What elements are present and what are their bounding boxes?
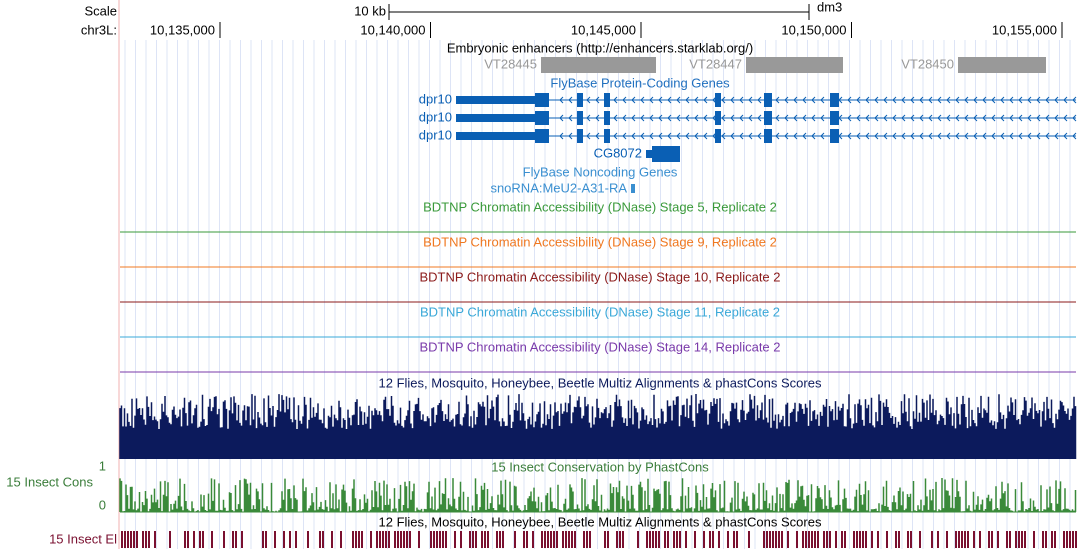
- scale-text: 10 kb: [354, 3, 386, 18]
- track-title: BDTNP Chromatin Accessibility (DNase) St…: [423, 199, 777, 214]
- exon: [715, 93, 721, 107]
- track-title: Embryonic enhancers (http://enhancers.st…: [447, 40, 753, 55]
- exon: [535, 93, 549, 107]
- track-title: BDTNP Chromatin Accessibility (DNase) St…: [419, 339, 780, 354]
- track-title: 12 Flies, Mosquito, Honeybee, Beetle Mul…: [379, 375, 822, 390]
- gene-label: dpr10: [419, 91, 452, 106]
- conserved-elements: [121, 531, 1077, 548]
- gene-label: CG8072: [594, 145, 642, 160]
- strand-arrows: [559, 132, 1077, 140]
- exon: [715, 111, 721, 125]
- enhancer: [746, 57, 843, 73]
- strand-arrows: [559, 96, 1077, 104]
- exon: [830, 111, 839, 125]
- utr: [456, 132, 536, 140]
- ruler-label: 10,145,000: [571, 22, 636, 37]
- ruler-label: 10,155,000: [992, 22, 1057, 37]
- track-title: FlyBase Noncoding Genes: [523, 164, 678, 179]
- exon: [604, 93, 610, 107]
- exon: [764, 111, 772, 125]
- enhancer: [541, 57, 656, 73]
- enhancer-label: VT28445: [484, 56, 537, 71]
- exon: [652, 146, 680, 162]
- exon: [830, 129, 839, 143]
- exon: [764, 129, 772, 143]
- axis-label: 0: [99, 497, 106, 512]
- exon: [604, 111, 610, 125]
- ruler-label: 10,140,000: [360, 22, 425, 37]
- enhancer-label: VT28450: [901, 56, 954, 71]
- utr: [456, 96, 536, 104]
- gene-label: dpr10: [419, 127, 452, 142]
- ruler-label: 10,135,000: [150, 22, 215, 37]
- exon: [604, 129, 610, 143]
- track-title: BDTNP Chromatin Accessibility (DNase) St…: [423, 234, 777, 249]
- enhancer: [958, 57, 1046, 73]
- exon: [577, 129, 583, 143]
- enhancer-label: VT28447: [689, 56, 742, 71]
- scale-label: Scale: [84, 3, 117, 18]
- track-label: 15 Insect Cons: [6, 474, 93, 489]
- axis-label: 1: [99, 458, 106, 473]
- exon: [535, 129, 549, 143]
- track-title: FlyBase Protein-Coding Genes: [550, 75, 730, 90]
- gene-label: dpr10: [419, 109, 452, 124]
- track-title: 15 Insect Conservation by PhastCons: [491, 459, 709, 474]
- exon: [715, 129, 721, 143]
- multiz-signal: [119, 394, 1077, 459]
- exon: [535, 111, 549, 125]
- exon: [830, 93, 839, 107]
- base-grid: [124, 40, 1071, 549]
- strand-arrows: [559, 114, 1077, 122]
- track-title: 12 Flies, Mosquito, Honeybee, Beetle Mul…: [379, 514, 822, 529]
- chrom-label: chr3L:: [81, 22, 117, 37]
- track-label: 15 Insect El: [49, 531, 117, 546]
- exon: [577, 93, 583, 107]
- ruler-label: 10,150,000: [781, 22, 846, 37]
- exon: [764, 93, 772, 107]
- track-title: BDTNP Chromatin Accessibility (DNase) St…: [419, 269, 780, 284]
- exon: [577, 111, 583, 125]
- exon: [631, 184, 635, 193]
- track-title: BDTNP Chromatin Accessibility (DNase) St…: [420, 304, 780, 319]
- utr: [456, 114, 536, 122]
- assembly: dm3: [817, 0, 842, 14]
- gene-label: snoRNA:MeU2-A31-RA: [490, 180, 627, 195]
- guide-lines: [124, 40, 1071, 549]
- utr: [646, 150, 652, 158]
